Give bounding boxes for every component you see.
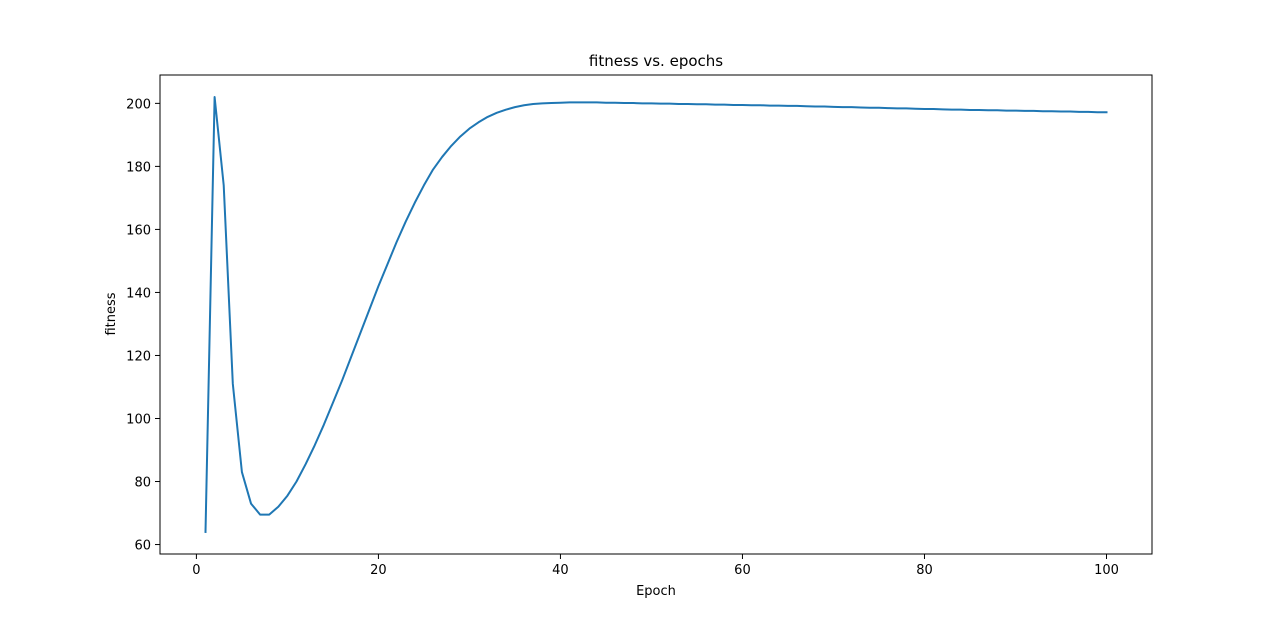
y-tick-label: 180 — [126, 160, 151, 175]
y-axis-label: fitness — [104, 292, 119, 335]
fitness-series-line — [204, 96, 1108, 533]
chart-title: fitness vs. epochs — [589, 52, 723, 70]
x-tick-label: 0 — [192, 563, 200, 578]
x-tick-label: 60 — [734, 563, 751, 578]
x-axis-label: Epoch — [636, 584, 676, 599]
y-tick-label: 80 — [134, 476, 151, 491]
y-axis-ticks: 60 80 100 120 140 160 180 200 — [126, 97, 160, 554]
x-tick-label: 100 — [1094, 563, 1119, 578]
y-tick-label: 200 — [126, 97, 151, 112]
plot-frame — [159, 74, 1153, 555]
y-tick-label: 60 — [134, 539, 151, 554]
y-tick-label: 160 — [126, 223, 151, 238]
y-tick-label: 140 — [126, 286, 151, 301]
x-axis-ticks: 0 20 40 60 80 100 — [192, 554, 1119, 578]
x-tick-label: 20 — [370, 563, 387, 578]
y-tick-label: 120 — [126, 349, 151, 364]
plot-background — [160, 75, 1152, 554]
y-tick-label: 100 — [126, 412, 151, 427]
x-tick-label: 40 — [552, 563, 569, 578]
x-tick-label: 80 — [916, 563, 933, 578]
